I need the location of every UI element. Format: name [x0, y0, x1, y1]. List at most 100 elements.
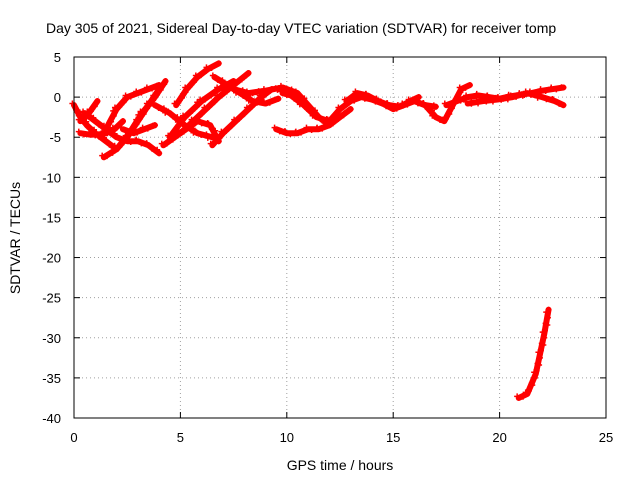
x-tick-label: 20 — [492, 430, 506, 445]
data-point — [219, 77, 226, 84]
data-point — [492, 94, 499, 101]
axis-ticks: 0 5 10 15 20 25 5 0 -5 -10 -15 -20 -25 -30 -35 -40 — [42, 50, 613, 445]
data-point — [127, 139, 134, 146]
data-point — [149, 145, 156, 152]
data-point — [498, 96, 505, 103]
data-point — [128, 128, 135, 135]
data-point — [537, 86, 544, 93]
data-point — [165, 132, 172, 139]
data-point — [202, 96, 209, 103]
data-point — [116, 143, 123, 150]
data-point — [514, 393, 521, 400]
data-point — [531, 374, 538, 381]
data-point — [133, 88, 140, 95]
series-track-e — [101, 82, 163, 133]
data-point — [525, 387, 532, 394]
data-point — [504, 96, 511, 103]
data-point — [189, 107, 196, 114]
data-point — [107, 117, 114, 124]
data-point — [95, 121, 102, 128]
data-point — [544, 314, 551, 321]
data-point — [473, 90, 480, 97]
data-point — [257, 89, 264, 96]
data-point — [266, 87, 273, 94]
data-point — [276, 128, 283, 135]
data-point — [150, 100, 157, 107]
data-point — [175, 99, 182, 106]
x-tick-label: 10 — [280, 430, 294, 445]
data-point — [301, 95, 308, 102]
data-point — [534, 360, 541, 367]
data-point — [222, 80, 229, 87]
data-point — [282, 128, 289, 135]
data-point — [463, 98, 470, 105]
data-point — [85, 113, 92, 120]
data-point — [254, 99, 261, 106]
data-point — [198, 110, 205, 117]
data-point — [528, 380, 535, 387]
data-point — [131, 121, 138, 128]
data-point — [275, 95, 282, 102]
data-point — [235, 115, 242, 122]
data-point — [82, 120, 89, 127]
data-point — [119, 118, 126, 125]
data-point — [553, 86, 560, 93]
data-point — [420, 100, 427, 107]
data-point — [456, 84, 463, 91]
data-point — [120, 138, 127, 145]
data-point — [75, 128, 82, 135]
data-point — [123, 128, 130, 135]
series-track-g — [118, 122, 158, 137]
data-point — [394, 102, 401, 109]
data-point — [197, 72, 204, 79]
data-point — [177, 115, 184, 122]
series-track-v — [514, 306, 552, 401]
data-point — [409, 96, 416, 103]
data-point — [299, 100, 306, 107]
data-point — [218, 92, 225, 99]
y-tick-label: 5 — [54, 50, 61, 65]
data-point — [137, 108, 144, 115]
data-point — [541, 334, 548, 341]
data-point — [180, 128, 187, 135]
data-point — [550, 96, 557, 103]
data-point — [203, 131, 210, 138]
data-point — [90, 116, 97, 123]
data-point — [286, 90, 293, 97]
data-point — [138, 140, 145, 147]
data-point — [441, 100, 448, 107]
data-point — [169, 131, 176, 138]
data-point — [462, 84, 469, 91]
data-point — [192, 128, 199, 135]
data-point — [209, 72, 216, 79]
series-track-l — [175, 70, 252, 137]
data-point — [144, 125, 151, 132]
y-tick-label: -35 — [42, 371, 61, 386]
data-point — [333, 110, 340, 117]
data-point — [214, 84, 221, 91]
data-point — [429, 107, 436, 114]
data-point — [211, 98, 218, 105]
data-point — [346, 96, 353, 103]
data-point — [507, 92, 514, 99]
data-point — [446, 101, 453, 108]
data-point — [165, 108, 172, 115]
data-point — [368, 95, 375, 102]
data-point — [98, 130, 105, 137]
x-tick-label: 5 — [177, 430, 184, 445]
data-point — [340, 104, 347, 111]
data-point — [513, 93, 520, 100]
data-point — [245, 70, 252, 77]
data-point — [378, 100, 385, 107]
data-point — [203, 64, 210, 71]
data-point — [468, 100, 475, 107]
data-point — [287, 131, 294, 138]
data-point — [154, 146, 161, 153]
data-point — [489, 98, 496, 105]
data-point — [198, 132, 205, 139]
data-point — [118, 124, 125, 131]
data-point — [106, 129, 113, 136]
data-point — [317, 116, 324, 123]
data-point — [171, 100, 178, 107]
